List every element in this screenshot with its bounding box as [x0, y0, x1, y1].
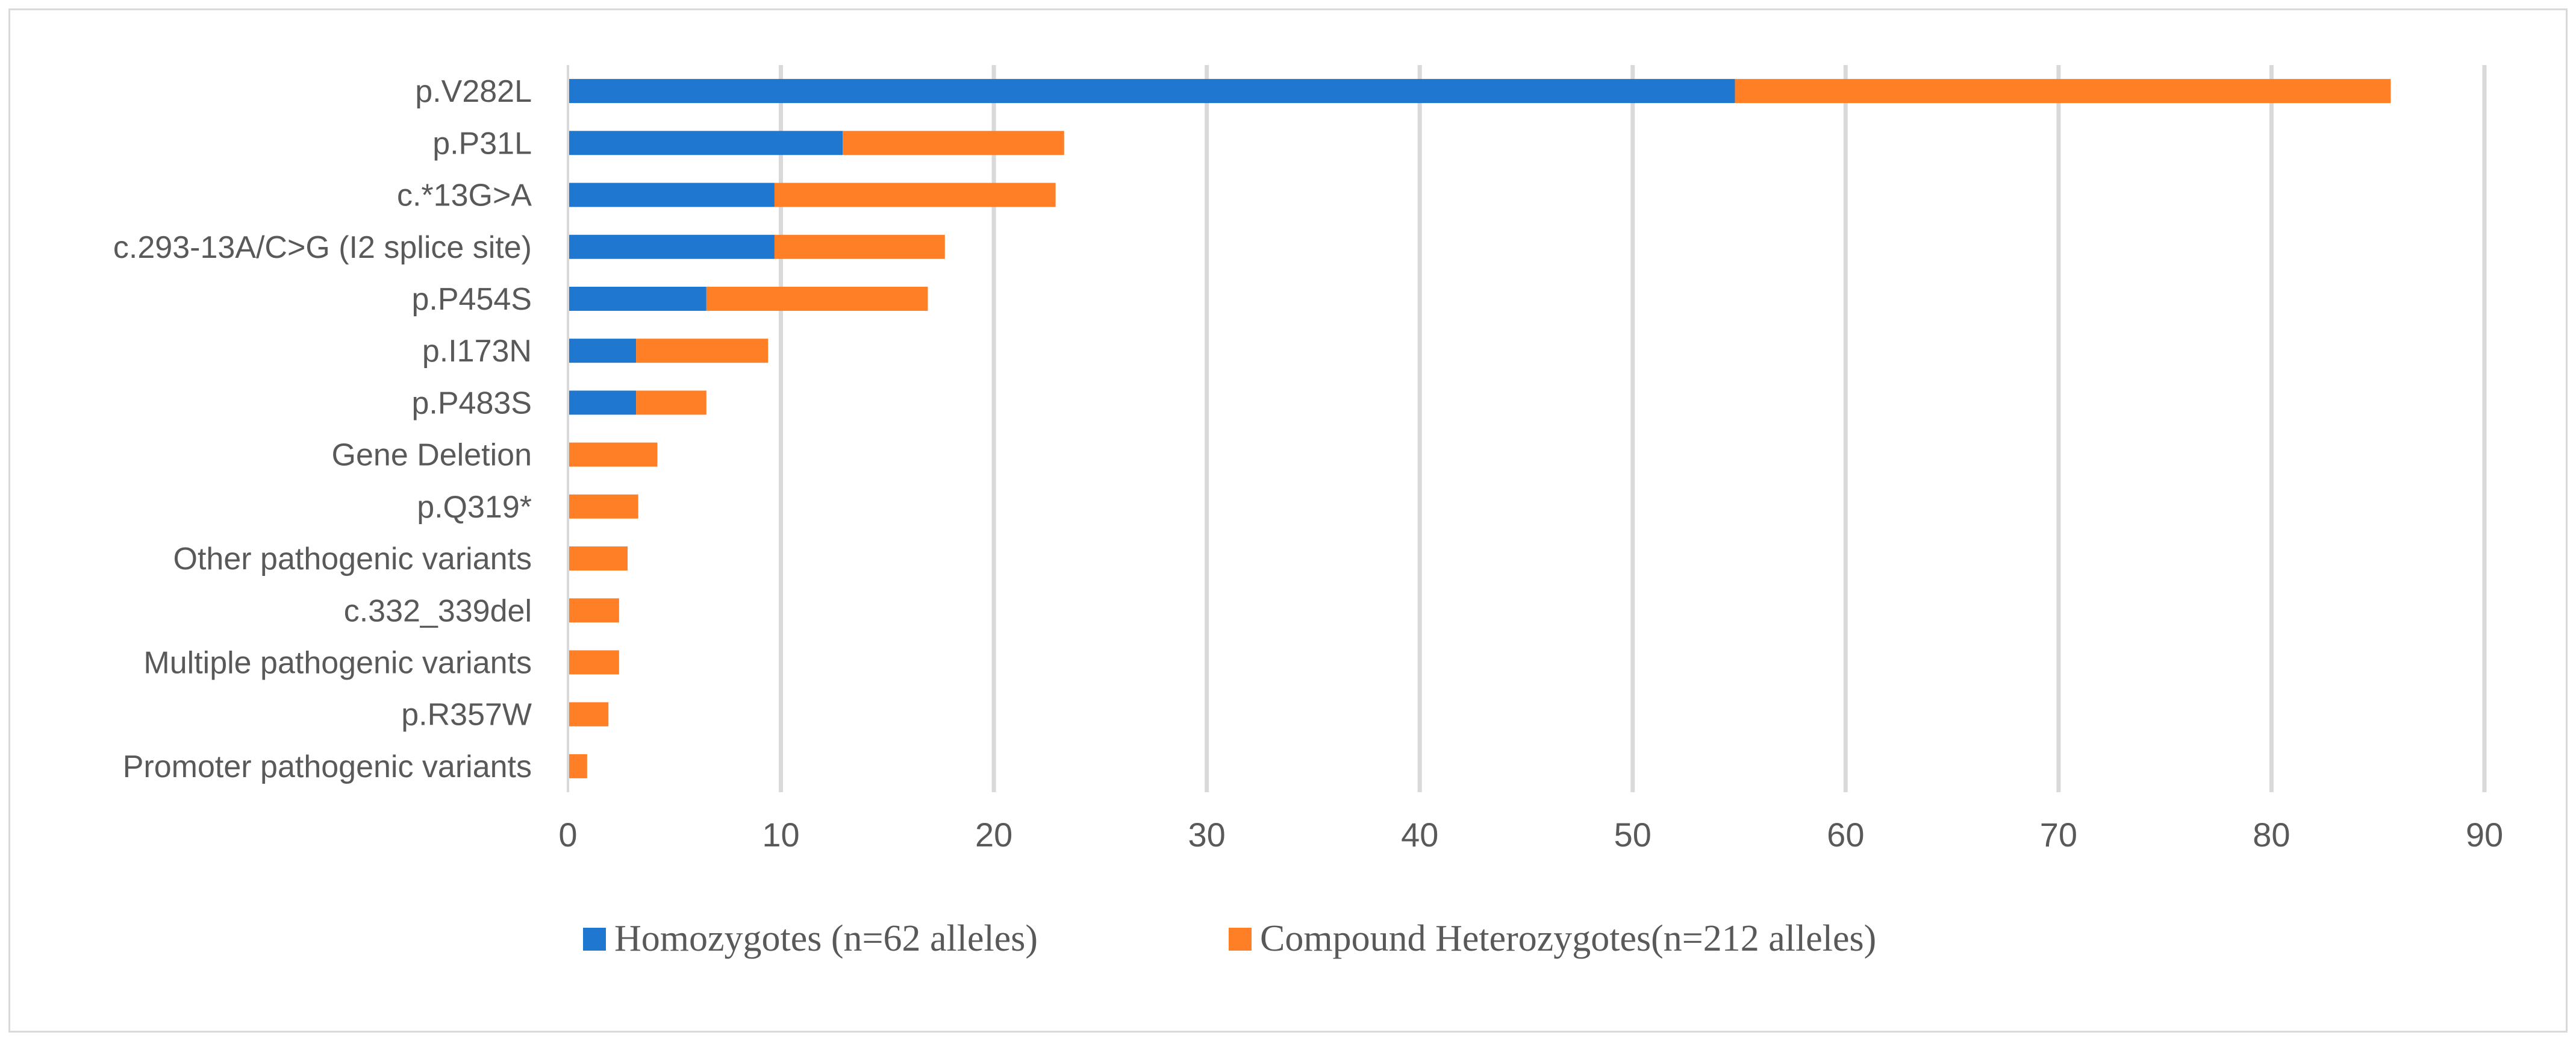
- bar-segment: [568, 702, 609, 727]
- bar-segment: [568, 494, 638, 519]
- bars: [568, 79, 2391, 778]
- legend-swatch: [1229, 928, 1252, 951]
- category-label: p.P31L: [432, 126, 532, 161]
- x-tick-label: 20: [975, 816, 1012, 854]
- x-tick-label: 0: [558, 816, 577, 854]
- bar-segment: [706, 286, 928, 311]
- category-label: c.*13G>A: [397, 178, 532, 213]
- legend-label: Compound Heterozygotes(n=212 alleles): [1260, 918, 1876, 959]
- bar-segment: [568, 390, 637, 415]
- bar-segment: [568, 79, 1735, 104]
- x-tick-label: 30: [1188, 816, 1226, 854]
- bar-segment: [843, 131, 1064, 155]
- category-label: p.I173N: [422, 334, 532, 369]
- axes: 0 10 20 30 40 50 60 70 80 90 p.V282L p.P31L c.*13G>A…: [113, 65, 2503, 854]
- bar-segment: [568, 339, 637, 363]
- category-label: c.332_339del: [344, 593, 532, 628]
- x-tick-label: 90: [2466, 816, 2503, 854]
- legend-label: Homozygotes (n=62 alleles): [614, 918, 1038, 959]
- category-label: Gene Deletion: [332, 438, 532, 473]
- x-tick-label: 80: [2253, 816, 2290, 854]
- legend-swatch: [583, 928, 606, 951]
- bar-segment: [1735, 79, 2391, 104]
- category-label: Other pathogenic variants: [173, 542, 532, 577]
- category-label: p.Q319*: [417, 490, 532, 525]
- x-tick-label: 10: [762, 816, 799, 854]
- category-label: p.R357W: [401, 698, 532, 733]
- bar-segment: [568, 754, 587, 778]
- x-tick-label: 50: [1614, 816, 1651, 854]
- x-tick-label: 40: [1401, 816, 1438, 854]
- bar-segment: [568, 234, 775, 259]
- chart-frame: [8, 8, 2568, 1033]
- bar-segment: [568, 183, 775, 207]
- category-label: p.V282L: [415, 74, 532, 109]
- bar-segment: [774, 234, 945, 259]
- bar-segment: [568, 650, 619, 675]
- bar-segment: [568, 546, 628, 571]
- category-label: p.P483S: [412, 386, 532, 420]
- legend: Homozygotes (n=62 alleles) Compound Heter…: [583, 918, 1876, 959]
- bar-segment: [636, 390, 706, 415]
- bar-segment: [636, 339, 769, 363]
- category-label: c.293-13A/C>G (I2 splice site): [113, 230, 532, 265]
- bar-segment: [774, 183, 1056, 207]
- category-label: Multiple pathogenic variants: [143, 645, 532, 680]
- x-tick-label: 60: [1827, 816, 1864, 854]
- bar-segment: [568, 442, 658, 467]
- bar-segment: [568, 598, 619, 623]
- category-label: Promoter pathogenic variants: [123, 749, 532, 784]
- x-tick-label: 70: [2040, 816, 2077, 854]
- bar-segment: [568, 286, 706, 311]
- category-label: p.P454S: [412, 282, 532, 317]
- bar-segment: [568, 131, 843, 155]
- gridlines: [779, 65, 2487, 792]
